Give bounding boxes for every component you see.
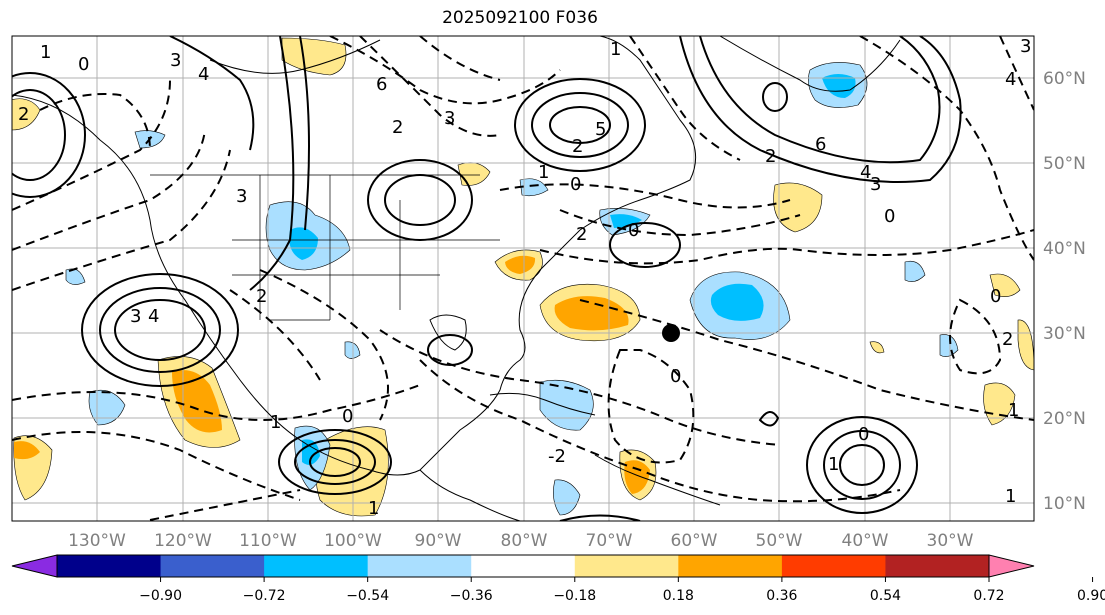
contour-label: 3 <box>1020 36 1031 57</box>
map-title: 2025092100 F036 <box>442 8 598 28</box>
lon-label: 80°W <box>501 531 548 551</box>
colorbar-tick-label: −0.90 <box>139 588 182 604</box>
colorbar-tick-label: 0.36 <box>766 588 797 604</box>
colorbar-tick-label: −0.54 <box>346 588 389 604</box>
colorbar-tick-label: −0.72 <box>243 588 286 604</box>
contour-label: 0 <box>858 424 869 445</box>
lat-label: 50°N <box>1043 154 1086 174</box>
lon-label: 70°W <box>586 531 633 551</box>
colorbar-segment <box>264 555 369 577</box>
solid-contours <box>12 36 962 521</box>
colorbar-segment <box>471 555 576 577</box>
colorbar-tick-label: −0.36 <box>450 588 493 604</box>
contour-label: 2 <box>256 286 267 307</box>
contour-label: 1 <box>368 498 379 519</box>
contour-label: 6 <box>815 134 826 155</box>
colorbar-segment <box>574 555 679 577</box>
contour-label: 3 <box>444 108 455 129</box>
colorbar-tick-label: 0.90 <box>1077 588 1105 604</box>
contour-label: 0 <box>990 286 1001 307</box>
contour-label: 0 <box>570 174 581 195</box>
contour-label: 1 <box>538 162 549 183</box>
colorbar-segment <box>781 555 886 577</box>
lon-label: 50°W <box>756 531 803 551</box>
contour-label: 2 <box>572 136 583 157</box>
contour-label: 1 <box>1005 486 1016 507</box>
lon-label: 130°W <box>68 531 126 551</box>
lat-label: 20°N <box>1043 409 1086 429</box>
lon-label: 90°W <box>415 531 462 551</box>
colorbar-segment <box>885 555 990 577</box>
contour-labels: 1 0 3 4 2 1 5 6 3 2 3 4 3 2 1 0 6 4 3 2 … <box>18 36 1031 519</box>
graticule-lines <box>12 36 1034 521</box>
lon-label: 60°W <box>671 531 718 551</box>
coastlines <box>12 36 901 521</box>
colorbar-segment <box>57 555 162 577</box>
colorbar-segment <box>367 555 472 577</box>
contour-label: 4 <box>198 64 209 85</box>
colorbar-tick-label: −0.18 <box>553 588 596 604</box>
colorbar-tick-label: 0.54 <box>870 588 901 604</box>
contour-label: 0 <box>670 366 681 387</box>
contour-label: 2 <box>18 104 29 125</box>
contour-label: 4 <box>148 306 159 327</box>
colorbar-extend-high <box>988 554 1035 578</box>
colorbar-segment <box>678 555 783 577</box>
contour-label: 3 <box>870 174 881 195</box>
lon-label: 30°W <box>927 531 974 551</box>
contour-label: 4 <box>1005 69 1016 90</box>
latitude-labels: 60°N 50°N 40°N 30°N 20°N 10°N <box>1043 69 1086 514</box>
colorbar-border <box>56 554 990 578</box>
lat-label: 40°N <box>1043 239 1086 259</box>
contour-label: 3 <box>236 186 247 207</box>
contour-label: 0 <box>342 406 353 427</box>
map-frame <box>11 35 1035 522</box>
lon-label: 100°W <box>324 531 382 551</box>
contour-label: 1 <box>270 412 281 433</box>
contour-label: 0 <box>78 54 89 75</box>
lon-label: 120°W <box>154 531 212 551</box>
lon-label: 110°W <box>239 531 297 551</box>
contour-label: 2 <box>765 146 776 167</box>
colorbar: −0.90 −0.72 −0.54 −0.36 −0.18 0.18 0.36 0.54 0.7… <box>11 554 1105 604</box>
lat-label: 10°N <box>1043 494 1086 514</box>
contour-label: 1 <box>1008 400 1019 421</box>
colorbar-tick-label: 0.72 <box>973 588 1004 604</box>
contour-label: 2 <box>392 117 403 138</box>
colorbar-segment <box>160 555 265 577</box>
lon-label: 40°W <box>842 531 889 551</box>
contour-label: 0 <box>628 220 639 241</box>
contour-label: 2 <box>576 224 587 245</box>
lat-label: 30°N <box>1043 324 1086 344</box>
contour-label: 2 <box>1002 329 1013 350</box>
contour-label: 0 <box>884 206 895 227</box>
contour-label: 4 <box>860 162 871 183</box>
contour-label: -2 <box>548 446 566 467</box>
map-content: 1 0 3 4 2 1 5 6 3 2 3 4 3 2 1 0 6 4 3 2 … <box>12 36 1034 521</box>
contour-label: 1 <box>40 42 51 63</box>
colorbar-extend-low <box>11 554 58 578</box>
contour-label: 5 <box>595 119 606 140</box>
contour-label: 1 <box>610 39 621 60</box>
contour-label: 1 <box>828 454 839 475</box>
lat-label: 60°N <box>1043 69 1086 89</box>
storm-position-dot <box>662 324 680 342</box>
contour-label: 6 <box>376 74 387 95</box>
longitude-labels: 130°W 120°W 110°W 100°W 90°W 80°W 70°W 6… <box>68 531 974 551</box>
colorbar-tick-label: 0.18 <box>663 588 694 604</box>
dashed-contours <box>12 36 1034 521</box>
contour-label: 3 <box>170 50 181 71</box>
contour-label: 3 <box>130 306 141 327</box>
